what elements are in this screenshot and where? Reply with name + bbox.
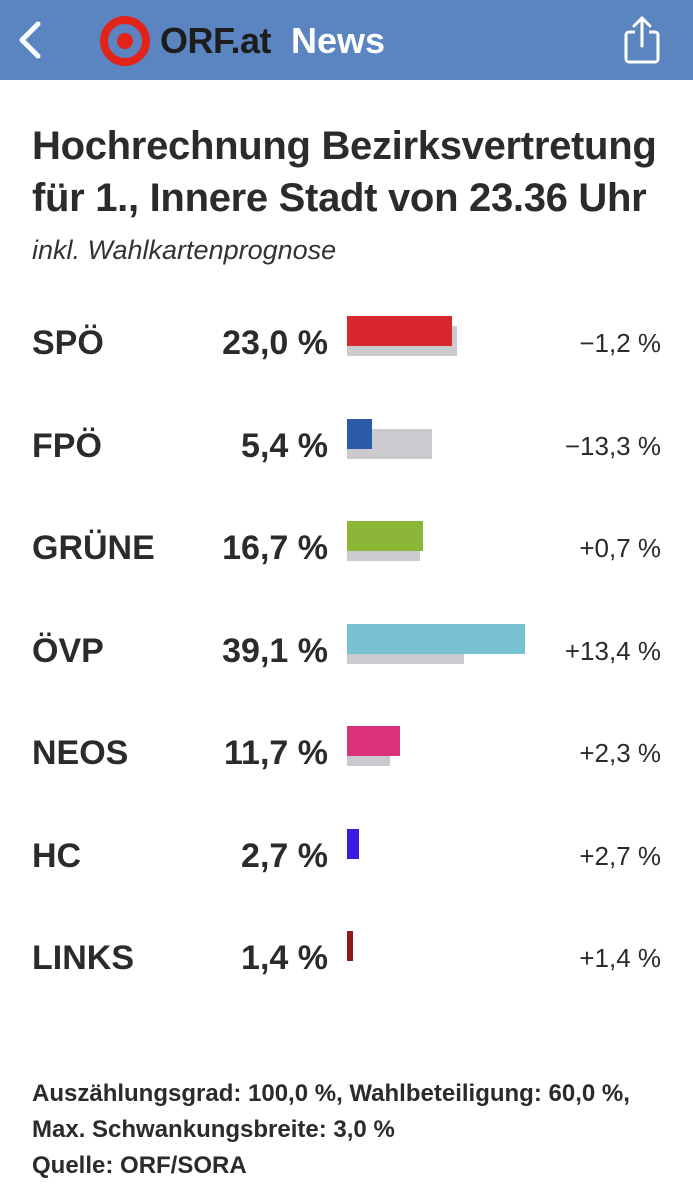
- party-name: FPÖ: [32, 426, 102, 465]
- back-button[interactable]: [12, 18, 52, 62]
- footer-info: Auszählungsgrad: 100,0 %, Wahlbeteiligun…: [32, 1076, 672, 1184]
- party-name: SPÖ: [32, 324, 104, 362]
- chevron-left-icon: [19, 21, 41, 59]
- result-row: LINKS 1,4 % +1,4 %: [0, 923, 693, 993]
- party-name: ÖVP: [32, 631, 104, 670]
- bar-group: [347, 616, 547, 686]
- bar-group: [347, 718, 547, 788]
- orf-logo-icon: [100, 16, 150, 66]
- result-change: +13,4 %: [564, 635, 661, 666]
- current-result-bar: [347, 521, 423, 551]
- result-percent: 23,0 %: [222, 324, 328, 362]
- share-icon: [624, 16, 660, 64]
- party-name: GRÜNE: [32, 529, 155, 567]
- result-change: −13,3 %: [564, 430, 661, 461]
- page-title: Hochrechnung Bezirksvertretung für 1., I…: [32, 120, 662, 224]
- current-result-bar: [347, 623, 525, 654]
- result-row: NEOS 11,7 % +2,3 %: [0, 718, 693, 788]
- result-change: +2,7 %: [579, 840, 661, 871]
- top-navigation-bar: ORF.at News: [0, 0, 693, 80]
- brand-name[interactable]: ORF.at: [160, 20, 272, 61]
- result-change: +1,4 %: [579, 943, 661, 973]
- footer-line-2: Max. Schwankungsbreite: 3,0 %: [32, 1116, 395, 1143]
- party-name: LINKS: [32, 939, 134, 977]
- result-change: −1,2 %: [579, 328, 661, 358]
- result-row: HC 2,7 % +2,7 %: [0, 821, 693, 891]
- title-line-2: für 1., Innere Stadt von 23.36 Uhr: [32, 176, 647, 220]
- title-line-1: Hochrechnung Bezirksvertretung: [32, 124, 657, 168]
- section-title: News: [291, 20, 386, 61]
- result-percent: 11,7 %: [224, 734, 328, 772]
- result-percent: 16,7 %: [222, 529, 328, 567]
- bar-group: [347, 923, 547, 993]
- bar-group: [347, 308, 547, 378]
- bar-group: [347, 513, 547, 583]
- current-result-bar: [347, 418, 372, 449]
- current-result-bar: [347, 931, 354, 961]
- footer-line-1: Auszählungsgrad: 100,0 %, Wahlbeteiligun…: [32, 1080, 630, 1107]
- bar-group: [347, 411, 547, 481]
- result-percent: 1,4 %: [241, 939, 328, 977]
- page-subtitle: inkl. Wahlkartenprognose: [32, 235, 337, 265]
- result-percent: 2,7 %: [241, 836, 328, 875]
- result-row: GRÜNE 16,7 % +0,7 %: [0, 513, 693, 583]
- result-row: ÖVP 39,1 % +13,4 %: [0, 616, 693, 686]
- result-percent: 39,1 %: [222, 631, 328, 670]
- result-change: +0,7 %: [579, 533, 661, 563]
- result-change: +2,3 %: [579, 738, 661, 768]
- footer-line-3: Quelle: ORF/SORA: [32, 1152, 247, 1179]
- result-percent: 5,4 %: [241, 426, 328, 465]
- current-result-bar: [347, 726, 401, 756]
- party-name: HC: [32, 836, 82, 875]
- result-row: SPÖ 23,0 % −1,2 %: [0, 308, 693, 378]
- bar-group: [347, 821, 547, 891]
- current-result-bar: [347, 828, 360, 859]
- result-row: FPÖ 5,4 % −13,3 %: [0, 411, 693, 481]
- current-result-bar: [347, 316, 452, 346]
- share-button[interactable]: [618, 12, 666, 68]
- party-name: NEOS: [32, 734, 129, 772]
